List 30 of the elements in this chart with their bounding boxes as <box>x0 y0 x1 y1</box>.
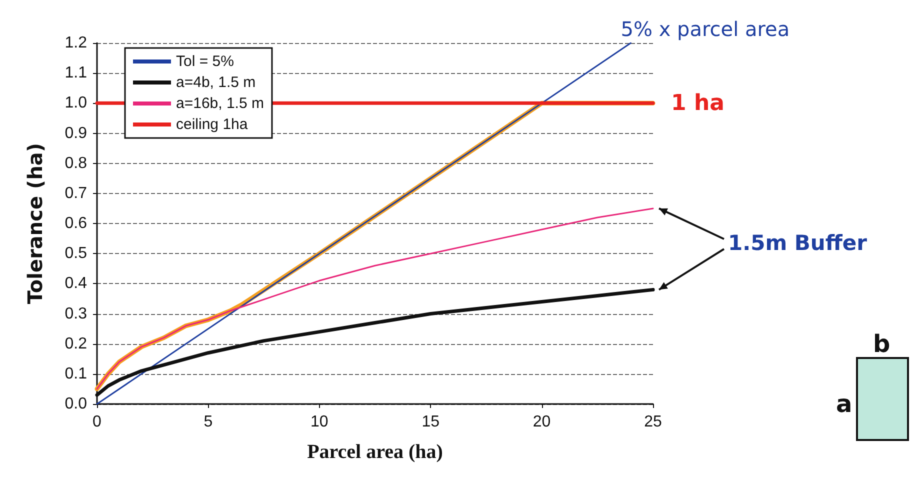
text: a <box>836 390 852 418</box>
y-tick-label: 0.3 <box>64 305 88 322</box>
y-tick-label: 1.2 <box>64 34 88 52</box>
y-tick-label: 0.1 <box>64 365 88 382</box>
text: b <box>873 330 890 358</box>
x-tick-label: 0 <box>92 414 102 430</box>
y-tick-label: 0.7 <box>64 184 88 202</box>
y-tick-label: 1.0 <box>64 94 88 112</box>
y-tick-label: 0.9 <box>64 124 88 142</box>
text: 1.5m Buffer <box>728 231 867 255</box>
legend-label: a=16b, 1.5 m <box>176 95 264 112</box>
x-tick-label: 15 <box>422 414 440 430</box>
legend-label: a=4b, 1.5 m <box>176 74 256 91</box>
x-axis-title: Parcel area (ha) <box>307 441 443 463</box>
y-tick-label: 1.1 <box>64 64 88 82</box>
annotation: 5% x parcel area <box>620 17 790 41</box>
y-axis-title: Tolerance (ha) <box>23 142 47 304</box>
y-tick-label: 0.5 <box>64 245 88 262</box>
y-tick-label: 0.2 <box>64 335 88 352</box>
x-tick-label: 5 <box>204 414 213 430</box>
x-tick-label: 25 <box>644 414 662 430</box>
x-tick-label: 20 <box>532 414 551 430</box>
y-tick-label: 0.4 <box>64 275 88 292</box>
y-tick-label: 0.8 <box>64 154 88 172</box>
y-tick-label: 0.6 <box>64 215 88 232</box>
legend-label: Tol = 5% <box>176 53 234 70</box>
x-tick-label: 10 <box>310 414 328 430</box>
legend-label: ceiling 1ha <box>176 116 248 133</box>
y-tick-label: 0.0 <box>64 396 88 412</box>
annotation: 1 ha <box>671 91 724 116</box>
